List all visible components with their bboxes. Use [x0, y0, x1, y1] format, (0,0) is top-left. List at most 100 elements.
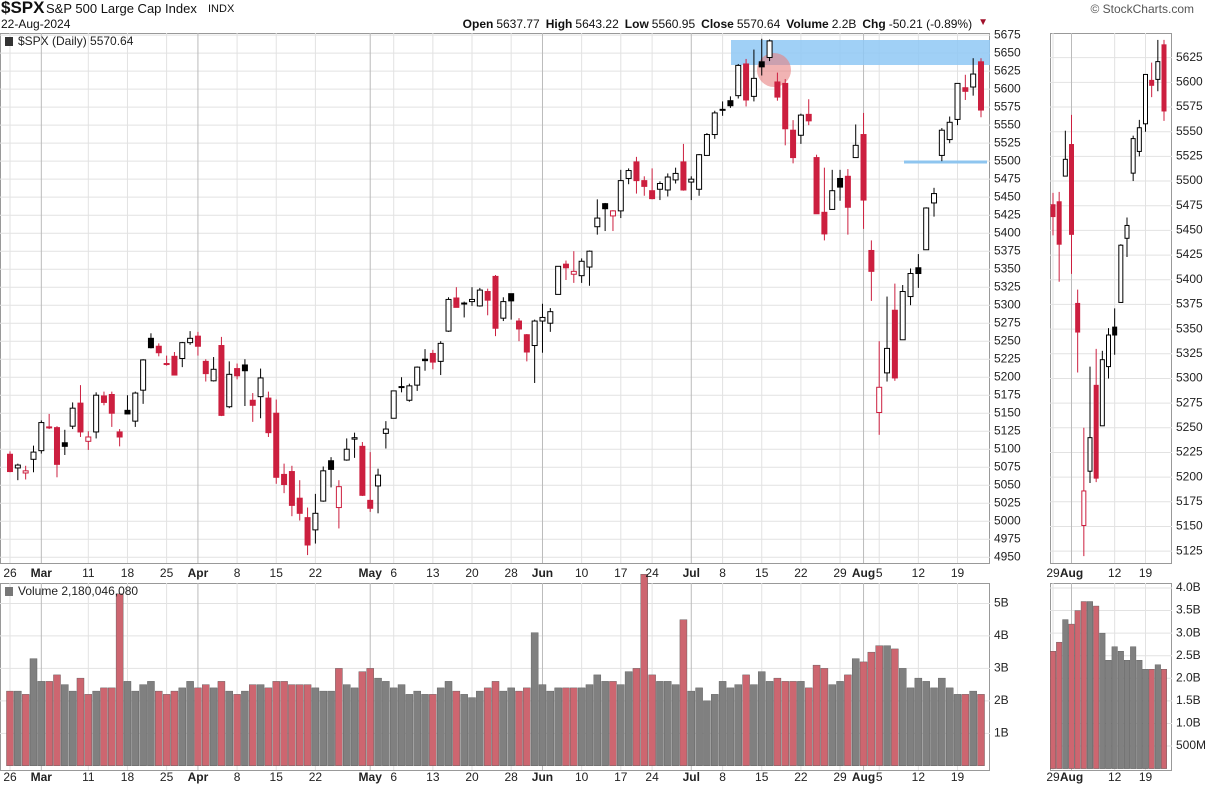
candle-body: [1112, 326, 1118, 336]
stat: High 5643.22: [546, 17, 619, 31]
candle-body: [328, 460, 335, 470]
x-tick-label: Jun: [532, 770, 553, 784]
candle-body: [429, 352, 436, 363]
x-tick-label: 22: [309, 770, 323, 784]
candle-body: [696, 154, 703, 190]
volume-bar: [828, 684, 836, 766]
stat-label: High: [545, 17, 573, 31]
candle-body: [931, 193, 938, 204]
x-tick-label: 25: [160, 770, 174, 784]
volume-bar: [1080, 601, 1087, 769]
x-tick-label: Mar: [31, 566, 53, 580]
candle-body: [69, 407, 76, 427]
x-tick-label: 12: [912, 770, 926, 784]
candle-body: [594, 217, 601, 228]
y-tick-label: 3.5B: [1176, 603, 1201, 617]
candle-body: [555, 265, 562, 295]
candle-body: [124, 409, 131, 415]
candle-body: [1056, 201, 1062, 245]
y-tick-label: 5500: [994, 153, 1021, 167]
volume-bar: [750, 684, 758, 766]
stat: Chg -50.21 (-0.89%): [862, 17, 972, 31]
symbol: $SPX: [1, 0, 45, 17]
y-tick-label: 5425: [994, 207, 1021, 221]
volume-bar: [726, 687, 735, 766]
volume-bar: [601, 681, 609, 766]
volume-bar: [1074, 610, 1081, 769]
volume-bar: [1099, 632, 1106, 769]
volume-bar: [468, 697, 476, 766]
stat-value: 2.2B: [831, 17, 857, 31]
candle-body: [649, 190, 656, 200]
candle-body: [461, 302, 468, 305]
candle-body: [1087, 437, 1093, 472]
legend-icon: [5, 37, 13, 46]
candle-body: [1081, 490, 1087, 526]
candle-body: [202, 360, 209, 375]
y-tick-label: 5325: [1176, 346, 1203, 360]
candle-body: [750, 77, 757, 97]
volume-bar: [898, 668, 907, 766]
candle-body: [38, 422, 45, 452]
candle-body: [210, 368, 217, 382]
x-tick-label: 25: [160, 566, 174, 580]
y-tick-label: 5450: [1176, 223, 1203, 237]
volume-bar: [429, 694, 437, 766]
y-tick-label: 5400: [994, 225, 1021, 239]
candle-body: [852, 144, 859, 159]
x-tick-label: 17: [614, 566, 628, 580]
candle-body: [766, 40, 773, 58]
x-tick-label: 24: [645, 566, 659, 580]
y-tick-label: 5275: [994, 315, 1021, 329]
volume-bar: [562, 687, 570, 766]
y-tick-label: 3.0B: [1176, 625, 1201, 639]
copyright: © StockCharts.com: [1090, 2, 1194, 16]
candle-body: [962, 87, 969, 92]
candle-body: [711, 112, 718, 136]
highlight-circle: [757, 53, 791, 87]
y-tick-label: 2.5B: [1176, 648, 1201, 662]
volume-bar: [264, 687, 273, 766]
candle-body: [680, 161, 687, 191]
candle-body: [531, 320, 538, 347]
legend: $SPX (Daily) 5570.64: [18, 34, 134, 48]
candle-body: [312, 512, 319, 531]
candle-body: [915, 267, 922, 275]
volume-bar: [781, 681, 789, 766]
x-tick-label: 8: [234, 566, 241, 580]
volume-bar: [593, 674, 602, 766]
y-tick-label: 5150: [1176, 519, 1203, 533]
x-tick-label: 5: [876, 770, 883, 784]
y-tick-label: 5125: [1176, 543, 1203, 557]
candle-body: [273, 412, 280, 478]
volume-bar: [53, 674, 61, 766]
x-tick-label: 19: [1139, 770, 1153, 784]
volume-bar: [1124, 660, 1130, 769]
candle-body: [1124, 224, 1130, 239]
candle-body: [249, 399, 256, 406]
y-tick-label: 5525: [1176, 149, 1203, 163]
volume-bar: [1161, 669, 1167, 769]
x-tick-label: 28: [504, 770, 518, 784]
annotations: [731, 40, 990, 164]
candle-body: [539, 316, 546, 322]
volume-bar: [922, 681, 930, 766]
volume-bar: [953, 694, 962, 766]
candle-body: [1050, 204, 1056, 218]
y-tick-label: 5650: [994, 45, 1021, 59]
volume-bar: [382, 681, 390, 766]
volume-bar: [303, 684, 312, 766]
stat-value: -50.21 (-0.89%): [888, 17, 973, 31]
x-tick-label: 15: [755, 566, 769, 580]
volume-bar: [585, 684, 594, 766]
volume-bar: [867, 651, 876, 766]
volume-bar: [1142, 669, 1149, 769]
candle-body: [829, 190, 836, 210]
y-tick-label: 5100: [994, 441, 1021, 455]
volume-bar: [311, 687, 320, 766]
candle-body: [586, 250, 593, 268]
volume-bar: [1111, 646, 1118, 769]
candle-body: [445, 298, 452, 332]
candle-body: [382, 428, 389, 434]
